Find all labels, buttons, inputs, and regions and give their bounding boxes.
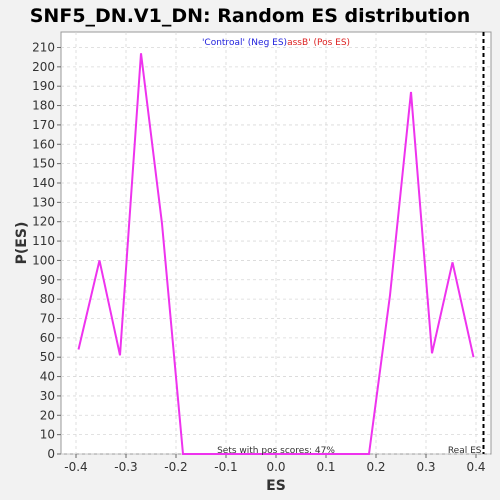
y-tick-label: 60: [40, 331, 55, 345]
x-axis-label: ES: [266, 478, 286, 494]
x-tick-label: 0.4: [466, 460, 485, 474]
legend-neg-es: 'Controal' (Neg ES): [202, 38, 287, 48]
legend: 'Controal' (Neg ES)assB' (Pos ES): [202, 38, 350, 48]
y-tick-label: 90: [40, 273, 55, 287]
y-tick-label: 0: [47, 447, 55, 461]
x-axis: -0.4 -0.3 -0.2 -0.1 0.0 0.1 0.2 0.3 0.4: [64, 454, 486, 474]
x-tick-label: -0.3: [114, 460, 137, 474]
y-tick-label: 40: [40, 370, 55, 384]
x-tick-label: 0.2: [366, 460, 385, 474]
x-tick-label: -0.2: [164, 460, 187, 474]
x-tick-label: 0.1: [316, 460, 335, 474]
pos-scores-annotation: Sets with pos scores: 47%: [217, 446, 335, 456]
y-tick-label: 150: [32, 157, 55, 171]
y-tick-label: 200: [32, 60, 55, 74]
legend-pos-es: assB' (Pos ES): [287, 38, 350, 48]
x-tick-label: 0.3: [416, 460, 435, 474]
y-tick-label: 10: [40, 428, 55, 442]
y-tick-label: 180: [32, 99, 55, 113]
y-tick-label: 110: [32, 234, 55, 248]
y-tick-label: 190: [32, 79, 55, 93]
y-tick-label: 50: [40, 350, 55, 364]
x-tick-label: -0.4: [64, 460, 87, 474]
y-tick-label: 140: [32, 176, 55, 190]
y-axis: 0 10 20 30 40 50 60 70 80 90 100 110 120 130 140 150 160…: [32, 40, 61, 461]
y-tick-label: 210: [32, 40, 55, 54]
y-tick-label: 170: [32, 118, 55, 132]
y-tick-label: 30: [40, 389, 55, 403]
y-tick-label: 100: [32, 253, 55, 267]
x-tick-label: 0.0: [266, 460, 285, 474]
y-tick-label: 80: [40, 292, 55, 306]
y-axis-label: P(ES): [14, 222, 30, 265]
series-line: [77, 53, 475, 455]
y-tick-label: 120: [32, 215, 55, 229]
real-es-label: Real ES: [448, 446, 482, 456]
y-tick-label: 160: [32, 137, 55, 151]
gridlines: [61, 32, 491, 455]
y-tick-label: 20: [40, 408, 55, 422]
series-group: [77, 53, 475, 455]
chart-title: SNF5_DN.V1_DN: Random ES distribution: [30, 5, 471, 27]
y-tick-label: 70: [40, 311, 55, 325]
y-tick-label: 130: [32, 195, 55, 209]
x-tick-label: -0.1: [214, 460, 237, 474]
